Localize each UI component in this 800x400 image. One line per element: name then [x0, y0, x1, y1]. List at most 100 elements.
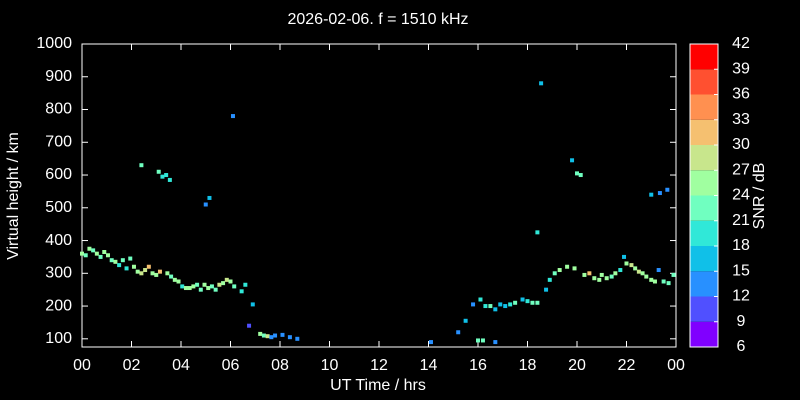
point — [535, 230, 540, 235]
x-tick-label: 08 — [271, 357, 289, 374]
y-tick-label: 200 — [45, 297, 72, 314]
point — [187, 286, 192, 291]
point — [157, 269, 162, 274]
point — [91, 248, 96, 253]
colorbar-tick-label: 33 — [732, 111, 750, 128]
chart-title: 2026-02-06. f = 1510 kHz — [287, 11, 468, 28]
point — [224, 277, 229, 282]
point — [146, 264, 151, 269]
colorbar-label: SNR / dB — [751, 163, 768, 230]
point — [261, 333, 266, 338]
point — [428, 340, 433, 345]
point — [135, 269, 140, 274]
point — [644, 274, 649, 279]
point — [582, 272, 587, 277]
y-tick-label: 700 — [45, 133, 72, 150]
point — [120, 258, 125, 263]
point — [269, 335, 274, 340]
point — [565, 264, 570, 269]
colorbar-bin — [690, 220, 718, 246]
point — [169, 274, 174, 279]
point — [117, 263, 122, 268]
point — [629, 263, 634, 268]
point — [463, 318, 468, 323]
point — [640, 271, 645, 276]
colorbar-tick-label: 27 — [732, 161, 750, 178]
point — [661, 279, 666, 284]
point — [671, 272, 676, 277]
point — [295, 336, 300, 341]
point — [597, 277, 602, 282]
point — [525, 299, 530, 304]
point — [206, 286, 211, 291]
point — [488, 304, 493, 309]
point — [544, 287, 549, 292]
point — [665, 187, 670, 192]
point — [273, 333, 278, 338]
point — [599, 272, 604, 277]
point — [150, 271, 155, 276]
colorbar-tick-label: 42 — [732, 35, 750, 52]
point — [575, 171, 579, 176]
point — [164, 173, 169, 178]
point — [176, 279, 181, 284]
colorbar-tick-label: 39 — [732, 60, 750, 77]
point — [94, 251, 99, 256]
point — [280, 332, 285, 337]
point — [198, 287, 203, 292]
colorbar-bin — [690, 195, 718, 221]
point — [105, 253, 110, 258]
colorbar-bin — [690, 119, 718, 145]
point — [530, 300, 535, 305]
x-tick-label: 04 — [172, 357, 190, 374]
point — [207, 195, 212, 200]
point — [657, 191, 662, 196]
y-tick-label: 1000 — [36, 35, 72, 52]
colorbar-tick-label: 36 — [732, 86, 750, 103]
point — [592, 276, 597, 281]
point — [552, 271, 557, 276]
point — [652, 279, 657, 284]
point — [191, 284, 196, 289]
point — [535, 300, 540, 305]
point — [139, 163, 144, 168]
point — [213, 287, 218, 292]
point — [128, 256, 133, 261]
x-tick-label: 00 — [667, 357, 685, 374]
x-tick-label: 06 — [222, 357, 240, 374]
x-tick-label: 10 — [321, 357, 339, 374]
point — [80, 251, 84, 256]
point — [493, 307, 498, 312]
point — [656, 268, 661, 273]
point — [471, 302, 476, 307]
point — [83, 253, 88, 258]
point — [247, 323, 252, 328]
plot-frame — [81, 43, 677, 348]
point — [230, 114, 235, 119]
point — [557, 268, 562, 273]
point — [624, 261, 629, 266]
point — [139, 271, 144, 276]
point — [143, 268, 148, 273]
point — [456, 330, 461, 335]
point — [636, 269, 641, 274]
point — [221, 281, 226, 286]
colorbar-tick-label: 30 — [732, 136, 750, 153]
colorbar-tick-label: 18 — [732, 237, 750, 254]
point — [243, 282, 248, 287]
y-tick-label: 800 — [45, 101, 72, 118]
y-tick-label: 500 — [45, 199, 72, 216]
y-tick-label: 400 — [45, 232, 72, 249]
point — [154, 272, 159, 277]
point — [180, 284, 185, 289]
point — [124, 266, 129, 271]
point — [209, 284, 214, 289]
point — [258, 331, 263, 336]
point — [98, 254, 103, 259]
x-tick-label: 20 — [568, 357, 586, 374]
point — [539, 81, 544, 86]
point — [109, 258, 114, 263]
point — [520, 297, 525, 302]
y-axis-label: Virtual height / km — [5, 132, 22, 260]
